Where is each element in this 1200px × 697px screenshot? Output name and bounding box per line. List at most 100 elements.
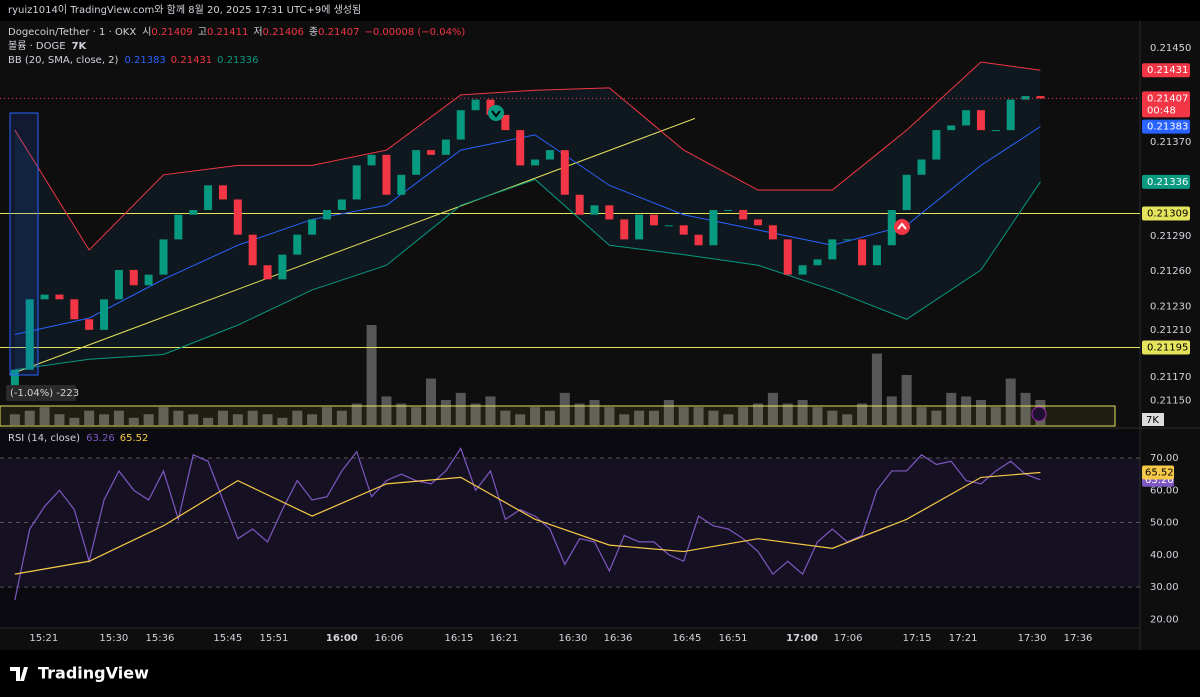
candle bbox=[902, 174, 911, 211]
volume-bar bbox=[738, 407, 749, 425]
y-tick-label: 0.21150 bbox=[1150, 395, 1191, 406]
candle bbox=[25, 299, 34, 370]
logo-text: TradingView bbox=[38, 664, 149, 683]
volume-bar bbox=[158, 407, 169, 425]
hline-label-box bbox=[1142, 206, 1190, 221]
buy-signal bbox=[894, 219, 910, 235]
candle bbox=[813, 259, 822, 266]
open-value: 0.21409 bbox=[151, 27, 192, 38]
volume-legend: 볼륨 · DOGE 7K bbox=[8, 40, 88, 52]
volume-bar bbox=[336, 410, 347, 425]
volume-bar bbox=[663, 400, 674, 425]
x-tick-label: 16:45 bbox=[673, 633, 702, 644]
volume-bar bbox=[842, 414, 853, 425]
candle bbox=[308, 219, 317, 235]
volume-label-box bbox=[1142, 413, 1164, 426]
candle bbox=[828, 239, 837, 260]
volume-bar bbox=[901, 375, 912, 425]
volume-bar bbox=[1005, 378, 1016, 425]
x-tick-label: 16:00 bbox=[326, 633, 358, 644]
volume-bar bbox=[946, 392, 957, 425]
volume-bar bbox=[128, 417, 139, 425]
candle bbox=[70, 299, 79, 320]
volume-bar bbox=[723, 414, 734, 425]
y-tick-label: 0.21370 bbox=[1150, 137, 1191, 148]
volume-bar bbox=[188, 414, 199, 425]
volume-bar bbox=[203, 417, 214, 425]
rsi-tick-label: 50.00 bbox=[1150, 518, 1179, 529]
volume-bar bbox=[470, 403, 481, 425]
high-label: 고 bbox=[198, 27, 207, 38]
x-tick-label: 16:51 bbox=[719, 633, 748, 644]
volume-bar bbox=[366, 325, 377, 425]
volume-bar bbox=[931, 410, 942, 425]
candle bbox=[516, 130, 525, 166]
volume-bar bbox=[693, 407, 704, 425]
volume-bar bbox=[767, 392, 778, 425]
volume-bar bbox=[574, 403, 585, 425]
y-tick-label: 0.21260 bbox=[1150, 266, 1191, 277]
candle bbox=[962, 110, 971, 126]
volume-bar bbox=[173, 410, 184, 425]
caption: ryuiz1014이 TradingView.com와 함께 8월 20, 20… bbox=[8, 4, 361, 16]
rsi-legend: RSI (14, close) 63.26 65.52 bbox=[8, 433, 148, 444]
volume-bar bbox=[886, 396, 897, 425]
candle bbox=[709, 210, 718, 246]
volume-bar bbox=[262, 414, 273, 425]
candle bbox=[144, 274, 153, 286]
x-tick-label: 16:30 bbox=[559, 633, 588, 644]
candle bbox=[917, 159, 926, 175]
candle bbox=[590, 205, 599, 215]
volume-bar bbox=[648, 410, 659, 425]
candle bbox=[754, 219, 763, 226]
x-tick-label: 17:30 bbox=[1018, 633, 1047, 644]
y-tick-label: 0.21230 bbox=[1150, 301, 1191, 312]
candle bbox=[159, 239, 168, 275]
candle bbox=[85, 319, 94, 330]
x-tick-label: 17:36 bbox=[1064, 633, 1093, 644]
candle bbox=[932, 130, 941, 160]
volume-bar bbox=[485, 396, 496, 425]
x-tick-label: 16:36 bbox=[604, 633, 633, 644]
bb-fill bbox=[14, 62, 1041, 370]
volume-bar bbox=[634, 410, 645, 425]
volume-bar bbox=[440, 400, 451, 425]
volume-bar bbox=[544, 410, 555, 425]
volume-bar bbox=[247, 410, 258, 425]
volume-bar bbox=[9, 414, 20, 425]
candle bbox=[783, 239, 792, 275]
x-tick-label: 15:36 bbox=[146, 633, 175, 644]
volume-bar bbox=[24, 410, 35, 425]
last-price-label: 0.21407 bbox=[1147, 93, 1188, 104]
candle bbox=[293, 234, 302, 255]
volume-bar bbox=[812, 407, 823, 425]
volume-bar bbox=[975, 400, 986, 425]
volume-bar bbox=[307, 414, 318, 425]
candle bbox=[545, 150, 554, 160]
candle bbox=[129, 269, 138, 286]
x-tick-label: 15:51 bbox=[260, 633, 289, 644]
candle bbox=[531, 159, 540, 166]
candle bbox=[664, 225, 673, 227]
x-tick-label: 17:21 bbox=[949, 633, 978, 644]
candle bbox=[501, 114, 510, 131]
rsi-tick-label: 30.00 bbox=[1150, 582, 1179, 593]
candle bbox=[1021, 96, 1030, 100]
hline-label-box bbox=[1142, 340, 1190, 355]
bb-lower-label-box bbox=[1142, 174, 1190, 189]
volume-bar bbox=[99, 414, 110, 425]
volume-bar bbox=[619, 414, 630, 425]
hline-label: 0.21195 bbox=[1147, 342, 1188, 353]
note: (-1.04%) -223 bbox=[10, 388, 79, 399]
logo: TradingView bbox=[10, 664, 149, 683]
signal-arrow bbox=[491, 110, 501, 118]
volume-zone bbox=[0, 405, 1116, 427]
volume-bar bbox=[277, 417, 288, 425]
volume-bar bbox=[782, 403, 793, 425]
candle bbox=[991, 130, 1000, 132]
volume-bar bbox=[530, 407, 541, 425]
bb-upper-label-box bbox=[1142, 63, 1190, 78]
candle bbox=[352, 165, 361, 200]
rsi-tick-label: 60.00 bbox=[1150, 485, 1179, 496]
candle bbox=[441, 139, 450, 155]
